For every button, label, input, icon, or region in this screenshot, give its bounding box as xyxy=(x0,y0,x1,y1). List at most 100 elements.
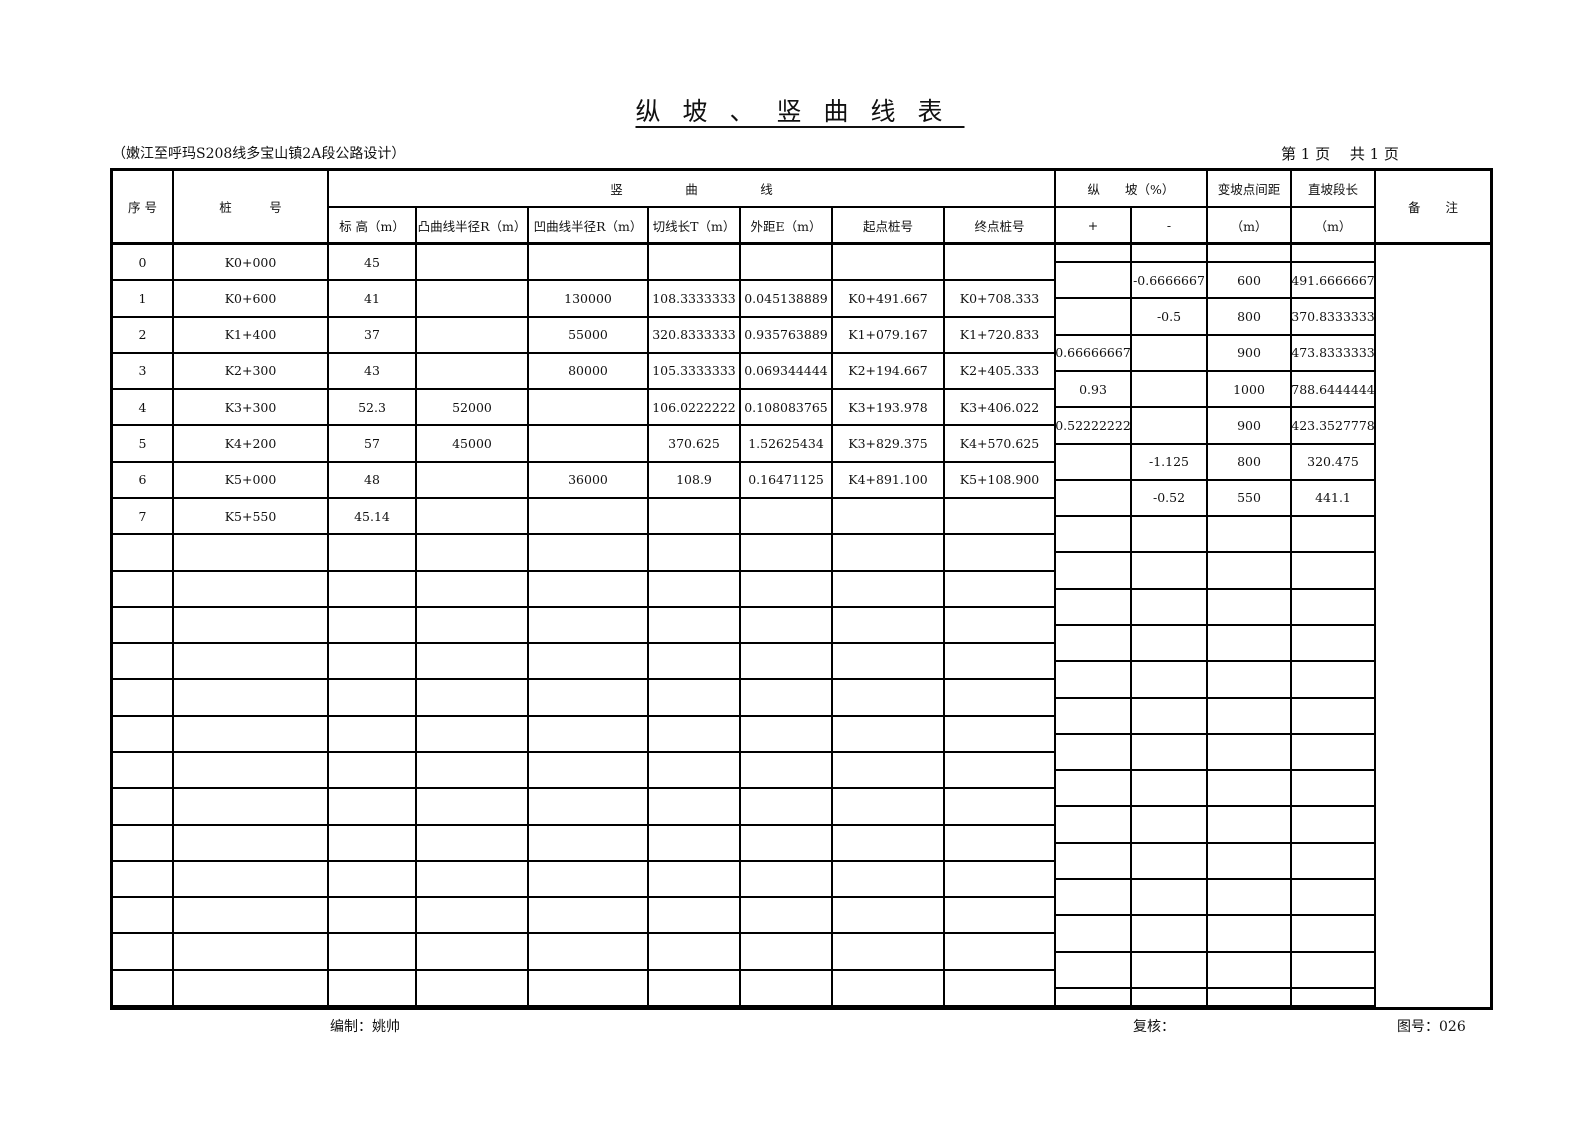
cell-elevation: 37 xyxy=(329,317,417,354)
empty-cell xyxy=(529,789,649,826)
cell-external-distance: 0.069344444 xyxy=(741,353,833,391)
cell-tangent-length: 108.3333333 xyxy=(649,281,741,318)
cell-station: K5+550 xyxy=(174,499,329,536)
page-info: 第 1 页 共 1 页 xyxy=(1281,145,1399,163)
cell-concave-radius: 80000 xyxy=(529,353,649,391)
empty-cell xyxy=(1208,807,1292,844)
cell-convex-radius xyxy=(417,499,529,536)
cell-pvi-distance: 900 xyxy=(1208,408,1292,445)
empty-cell xyxy=(1292,988,1376,1007)
empty-cell xyxy=(1132,843,1208,880)
empty-cell xyxy=(1132,952,1208,989)
empty-cell xyxy=(741,898,833,935)
empty-cell xyxy=(1132,880,1208,917)
header-external: 外距E（m） xyxy=(741,208,833,245)
header-elev: 标 高（m） xyxy=(329,208,417,245)
empty-cell xyxy=(649,644,741,681)
empty-cell xyxy=(1208,771,1292,808)
cell-external-distance: 0.935763889 xyxy=(741,317,833,354)
empty-cell xyxy=(649,716,741,753)
empty-cell xyxy=(529,535,649,572)
empty-cell xyxy=(113,607,174,645)
cell-external-distance xyxy=(741,499,833,536)
document-title: 纵坡、竖曲线表 xyxy=(635,97,965,126)
empty-cell xyxy=(174,825,329,862)
empty-cell xyxy=(741,825,833,862)
empty-cell xyxy=(1292,698,1376,735)
empty-cell xyxy=(649,753,741,790)
header-straight-unit: （m） xyxy=(1292,208,1376,245)
cell-grade-plus: 0.93 xyxy=(1056,372,1132,409)
empty-cell xyxy=(329,571,417,608)
cell-convex-radius: 52000 xyxy=(417,390,529,427)
empty-cell xyxy=(417,898,529,935)
empty-cell xyxy=(649,789,741,826)
empty-cell xyxy=(113,825,174,862)
empty-cell xyxy=(1208,517,1292,554)
empty-cell xyxy=(174,861,329,899)
empty-cell xyxy=(417,716,529,753)
cell-convex-radius xyxy=(417,353,529,391)
empty-cell xyxy=(174,680,329,717)
cell-straight-length: 491.6666667 xyxy=(1292,263,1376,300)
empty-cell xyxy=(945,970,1056,1007)
empty-cell xyxy=(1292,734,1376,772)
cell-straight-length: 370.8333333 xyxy=(1292,299,1376,336)
empty-cell xyxy=(1056,880,1132,917)
cell-start-station: K0+491.667 xyxy=(833,281,945,318)
empty-cell xyxy=(833,607,945,645)
empty-cell xyxy=(741,644,833,681)
header-station: 桩 号 xyxy=(174,171,329,245)
empty-cell xyxy=(945,934,1056,971)
empty-cell xyxy=(417,970,529,1007)
empty-cell xyxy=(329,607,417,645)
empty-cell xyxy=(833,644,945,681)
cell-station: K2+300 xyxy=(174,353,329,391)
cell-elevation: 52.3 xyxy=(329,390,417,427)
cell-pvi-distance: 1000 xyxy=(1208,372,1292,409)
cell-end-station: K0+708.333 xyxy=(945,281,1056,318)
empty-cell xyxy=(1056,807,1132,844)
cell-convex-radius: 45000 xyxy=(417,426,529,463)
empty-cell xyxy=(329,644,417,681)
empty-cell xyxy=(741,571,833,608)
empty-cell xyxy=(945,825,1056,862)
cell-straight-length: 441.1 xyxy=(1292,480,1376,518)
cell-tangent-length: 370.625 xyxy=(649,426,741,463)
cell-grade-plus: 0.52222222 xyxy=(1056,408,1132,445)
cell-end-station: K1+720.833 xyxy=(945,317,1056,354)
cell-elevation: 45 xyxy=(329,245,417,282)
empty-cell xyxy=(741,535,833,572)
empty-cell xyxy=(741,680,833,717)
empty-cell xyxy=(945,571,1056,608)
header-straight-length: 直坡段长 xyxy=(1292,171,1376,208)
header-start: 起点桩号 xyxy=(833,208,945,245)
empty-cell xyxy=(174,644,329,681)
cell-pvi-distance: 600 xyxy=(1208,263,1292,300)
cell-grade-plus xyxy=(1056,480,1132,518)
cell-convex-radius xyxy=(417,281,529,318)
empty-cell xyxy=(1056,988,1132,1007)
cell-convex-radius xyxy=(417,462,529,499)
cell-tangent-length: 105.3333333 xyxy=(649,353,741,391)
cell-straight-length: 320.475 xyxy=(1292,444,1376,481)
empty-cell xyxy=(1292,626,1376,663)
empty-cell xyxy=(1292,807,1376,844)
cell-elevation: 48 xyxy=(329,462,417,499)
cell-elevation: 43 xyxy=(329,353,417,391)
cell-grade-minus: -0.5 xyxy=(1132,299,1208,336)
empty-cell xyxy=(329,825,417,862)
empty-cell xyxy=(113,861,174,899)
header-concave-r: 凹曲线半径R（m） xyxy=(529,208,649,245)
empty-cell xyxy=(329,970,417,1007)
empty-cell xyxy=(833,861,945,899)
empty-cell xyxy=(741,789,833,826)
empty-cell xyxy=(1208,662,1292,699)
empty-cell xyxy=(113,716,174,753)
project-name: （嫩江至呼玛S208线多宝山镇2A段公路设计） xyxy=(112,146,406,162)
cell-convex-radius xyxy=(417,245,529,282)
empty-cell xyxy=(1292,880,1376,917)
cell-start-station: K4+891.100 xyxy=(833,462,945,499)
empty-cell xyxy=(1056,662,1132,699)
cell-concave-radius xyxy=(529,426,649,463)
